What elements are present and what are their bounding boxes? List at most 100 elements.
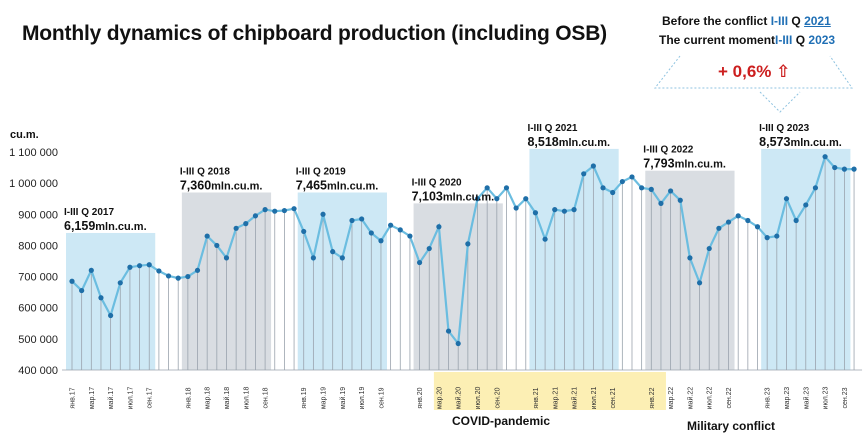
period-value-2: 7,465mln.cu.m. (296, 178, 379, 192)
before-year: 2021 (804, 14, 831, 28)
data-point (745, 217, 751, 224)
event-label-covid: COVID-pandemic (452, 414, 550, 428)
x-tick-label: сен.19 (378, 387, 385, 408)
data-point (436, 224, 442, 230)
x-tick-label: янв.19 (301, 387, 308, 408)
data-point (639, 185, 645, 191)
data-point (474, 196, 481, 202)
data-point (783, 196, 790, 202)
data-point (658, 200, 664, 206)
x-tick-label: янв.17 (70, 387, 77, 408)
y-tick-label: 800 000 (18, 240, 58, 252)
data-point (754, 224, 761, 230)
y-tick-label: 400 000 (18, 365, 58, 377)
data-point (542, 236, 548, 242)
data-point (812, 185, 819, 191)
data-point (223, 255, 230, 261)
data-point (513, 205, 519, 211)
data-point (310, 255, 316, 261)
data-point (561, 208, 568, 214)
series-line (71, 154, 855, 347)
data-point (677, 197, 683, 203)
y-axis-unit: cu.m. (10, 129, 39, 141)
before-q-range: I-III (770, 14, 789, 28)
x-tick-label: май.18 (223, 387, 231, 409)
data-point (687, 255, 693, 261)
data-point (185, 273, 191, 280)
period-label-0: I-III Q 2017 (64, 207, 114, 218)
x-tick-label: янв.23 (765, 387, 772, 408)
period-value-5: 7,793mln.cu.m. (643, 157, 726, 171)
period-label-2: I-III Q 2019 (296, 166, 346, 177)
x-tick-label: янв.21 (533, 387, 540, 408)
x-tick-label: мар.17 (89, 387, 96, 409)
x-tick-label: сен.20 (494, 387, 501, 408)
data-point (301, 228, 307, 235)
current-year: 2023 (808, 33, 836, 47)
y-tick-label: 700 000 (18, 272, 58, 284)
comparison-pointer (759, 91, 801, 113)
data-point (841, 166, 848, 172)
data-point (407, 233, 413, 239)
data-point (127, 264, 133, 270)
data-point (619, 178, 625, 185)
data-point (494, 196, 500, 202)
data-point (822, 154, 828, 160)
data-point (610, 189, 616, 196)
data-point (581, 171, 587, 177)
data-point (214, 242, 220, 249)
data-point (262, 207, 268, 213)
data-point (455, 340, 461, 347)
x-tick-label: сен.23 (842, 387, 849, 408)
before-q-mid: Q (791, 14, 801, 28)
x-tick-label: мар.23 (784, 387, 791, 409)
y-tick-label: 1 000 000 (9, 178, 58, 190)
before-conflict-label: Before the conflict I-III Q 2021 (662, 14, 831, 28)
period-label-6: I-III Q 2023 (759, 123, 809, 134)
data-point (252, 213, 259, 219)
data-point (764, 235, 770, 241)
y-tick-label: 500 000 (18, 334, 58, 346)
data-point (136, 263, 143, 269)
data-point (146, 262, 152, 268)
data-point (465, 241, 471, 247)
data-point (484, 185, 490, 191)
x-tick-label: сен.22 (726, 387, 733, 408)
period-value-3: 7,103mln.cu.m. (412, 189, 495, 203)
x-tick-label: май.17 (107, 387, 115, 409)
current-q-range: I-III (775, 33, 793, 47)
chart-title: Monthly dynamics of chipboard production… (22, 22, 607, 45)
x-tick-label: июл.21 (591, 386, 598, 409)
data-point (706, 245, 712, 252)
data-point (233, 225, 239, 231)
data-point (175, 275, 181, 281)
data-point (204, 233, 210, 239)
data-point (716, 225, 722, 231)
data-point (774, 233, 780, 239)
covid-label-band (433, 372, 666, 410)
data-point (194, 267, 201, 273)
data-point (165, 273, 172, 279)
x-tick-label: май.22 (686, 387, 694, 409)
data-point (735, 213, 741, 219)
data-point (725, 219, 732, 225)
y-tick-label: 1 100 000 (9, 147, 58, 159)
x-tick-label: июл.20 (475, 386, 482, 409)
x-tick-label: июл.19 (359, 386, 366, 409)
x-tick-label: мар.22 (668, 387, 675, 409)
x-tick-label: янв.18 (185, 387, 192, 408)
x-tick-label: июл.23 (823, 386, 830, 409)
event-label-military: Military conflict (687, 419, 775, 433)
data-point (426, 245, 432, 252)
data-point (445, 328, 452, 334)
current-label-text: The current moment (659, 33, 776, 47)
data-point (117, 280, 123, 286)
period-label-4: I-III Q 2021 (527, 123, 577, 134)
data-point (349, 217, 355, 224)
data-point (571, 207, 577, 213)
data-point (668, 188, 674, 194)
data-point (243, 221, 249, 227)
x-tick-label: май.19 (339, 387, 347, 409)
data-point (803, 202, 809, 208)
data-point (832, 164, 838, 171)
